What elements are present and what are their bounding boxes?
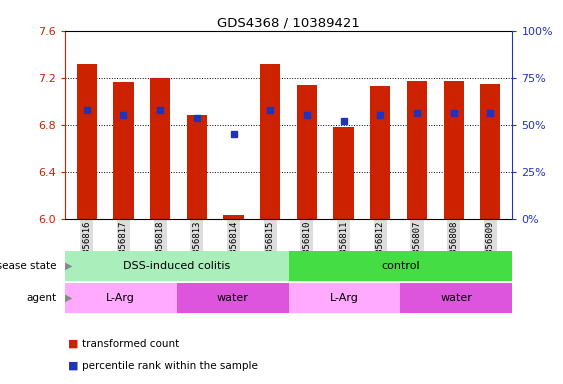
Bar: [333, 127, 354, 219]
Bar: [77, 64, 97, 219]
Bar: [289, 283, 400, 313]
Title: GDS4368 / 10389421: GDS4368 / 10389421: [217, 17, 360, 30]
Bar: [444, 81, 464, 219]
Bar: [400, 283, 512, 313]
Bar: [65, 251, 289, 281]
Text: disease state: disease state: [0, 261, 56, 271]
Text: ■: ■: [68, 361, 78, 371]
Text: ▶: ▶: [65, 293, 72, 303]
Bar: [65, 283, 177, 313]
Text: percentile rank within the sample: percentile rank within the sample: [82, 361, 257, 371]
Text: L-Arg: L-Arg: [330, 293, 359, 303]
Bar: [297, 85, 317, 219]
Bar: [260, 64, 280, 219]
Text: transformed count: transformed count: [82, 339, 179, 349]
Bar: [177, 283, 289, 313]
Text: DSS-induced colitis: DSS-induced colitis: [123, 261, 230, 271]
Bar: [370, 86, 390, 219]
Text: water: water: [440, 293, 472, 303]
Text: agent: agent: [26, 293, 56, 303]
Text: ▶: ▶: [65, 261, 72, 271]
Bar: [113, 83, 133, 219]
Bar: [480, 84, 501, 219]
Text: ■: ■: [68, 339, 78, 349]
Bar: [407, 81, 427, 219]
Bar: [187, 116, 207, 219]
Text: water: water: [217, 293, 248, 303]
Bar: [224, 215, 244, 219]
Text: L-Arg: L-Arg: [106, 293, 135, 303]
Bar: [289, 251, 512, 281]
Bar: [150, 78, 170, 219]
Text: control: control: [381, 261, 420, 271]
